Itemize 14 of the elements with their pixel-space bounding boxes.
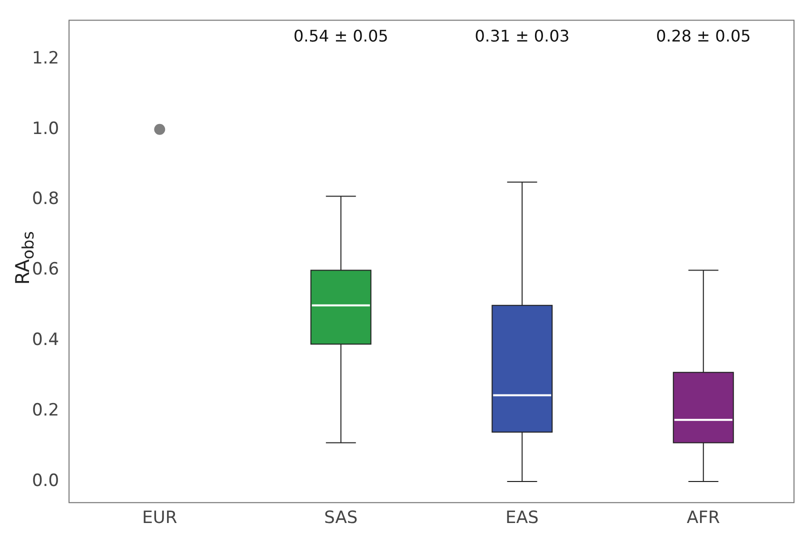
y-tick-label: 0.0 <box>32 470 60 491</box>
y-tick-label: 0.4 <box>32 330 60 350</box>
x-tick-label: EUR <box>142 508 178 528</box>
x-tick-label: AFR <box>686 508 720 528</box>
y-tick-label: 1.0 <box>32 118 60 139</box>
annotation: 0.31 ± 0.03 <box>474 26 570 46</box>
y-tick-label: 0.2 <box>32 400 60 420</box>
x-tick-label: EAS <box>506 508 539 528</box>
x-tick-label: SAS <box>324 508 358 528</box>
annotation: 0.54 ± 0.05 <box>293 26 388 46</box>
y-tick-label: 0.8 <box>32 189 60 210</box>
annotation: 0.28 ± 0.05 <box>656 26 751 46</box>
y-tick-label: 0.6 <box>32 260 60 280</box>
y-tick-label: 1.2 <box>32 48 60 68</box>
